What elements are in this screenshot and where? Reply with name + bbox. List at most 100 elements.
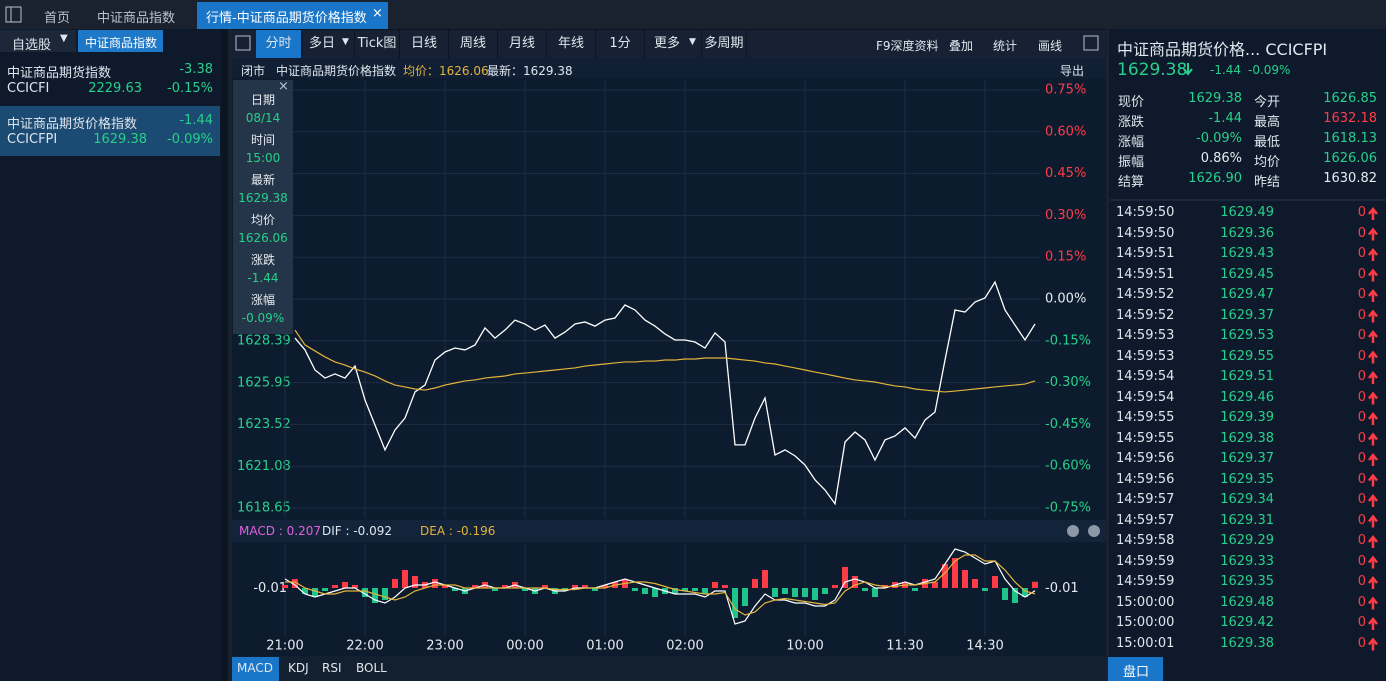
active-tab[interactable]	[197, 2, 388, 29]
tick-time: 14:59:55	[1116, 430, 1175, 446]
quote-value: 1629.38	[1188, 91, 1242, 106]
tick-volume: 0	[1357, 635, 1366, 651]
tick-price: 1629.37	[1220, 451, 1274, 466]
toolbar-button[interactable]: 日线	[400, 30, 449, 58]
caret: ▼	[60, 33, 68, 44]
tick-price: 1629.49	[1220, 205, 1274, 220]
tick-price: 1629.34	[1220, 492, 1274, 507]
macd-bar	[682, 588, 688, 591]
bottom-tab[interactable]: MACD	[237, 661, 273, 675]
tooltip-close[interactable]: ×	[278, 79, 289, 94]
tooltip-text: 15:00	[245, 151, 281, 165]
macd-bar	[982, 588, 988, 591]
up-arrow	[1368, 575, 1378, 589]
macd-bar	[342, 582, 348, 588]
tooltip-text: 1629.38	[238, 191, 288, 205]
y-tick-label: 1628.39	[237, 334, 291, 349]
macd-bar	[742, 588, 748, 606]
toolbar-button[interactable]: F9深度资料	[876, 39, 939, 53]
up-arrow	[1368, 206, 1378, 220]
sidebar-tab-bg[interactable]	[78, 30, 163, 52]
macd-bar	[762, 570, 768, 588]
macd-bar	[1012, 588, 1018, 603]
bottom-tab[interactable]: RSI	[322, 661, 342, 675]
macd-bar	[872, 588, 878, 597]
tooltip-text: -0.09%	[241, 311, 285, 325]
indicator-line	[285, 554, 1036, 616]
tab[interactable]: 中证商品指数	[97, 11, 176, 26]
tick-time: 14:59:56	[1116, 471, 1175, 487]
item-name[interactable]: 中证商品期货价格指数	[7, 117, 138, 132]
toolbar-button[interactable]: 画线	[1038, 39, 1063, 53]
up-arrow	[1368, 227, 1378, 241]
quote-value: 1618.13	[1323, 131, 1377, 146]
toolbar-button[interactable]: Tick图	[355, 30, 400, 58]
toolbar-button[interactable]: 多周期	[702, 30, 747, 58]
toolbar-button[interactable]: 叠加	[949, 39, 974, 53]
bottom-tab[interactable]: KDJ	[288, 661, 309, 675]
up-arrow	[1368, 329, 1378, 343]
y2-tick-label: 0.00%	[1045, 292, 1086, 307]
export[interactable]: 导出	[1060, 64, 1085, 78]
item-name[interactable]: 中证商品期货指数	[7, 66, 112, 81]
macd-bar	[632, 588, 638, 591]
toolbar-button[interactable]: 周线	[449, 30, 498, 58]
macd-bar	[832, 585, 838, 588]
panel-icon[interactable]	[1083, 35, 1099, 51]
up-arrow	[1368, 616, 1378, 630]
tick-price: 1629.39	[1220, 410, 1274, 425]
y2-tick-label: 0.60%	[1045, 124, 1086, 139]
side-tab-bg[interactable]	[1108, 657, 1163, 681]
quote-title: 中证商品期货价格... CCICFPI	[1117, 40, 1328, 59]
sidebar-tab[interactable]: 自选股	[12, 38, 52, 53]
macd-bar	[572, 585, 578, 588]
toolbar-button[interactable]: 统计	[993, 39, 1018, 53]
macd-bar	[282, 585, 288, 588]
tick-time: 15:00:00	[1116, 615, 1175, 630]
tab[interactable]: 行情-中证商品期货价格指数	[206, 11, 367, 26]
bottom-tab[interactable]: BOLL	[356, 661, 387, 675]
toolbar-button[interactable]: 年线	[547, 30, 596, 58]
toolbar-button[interactable]: 月线	[498, 30, 547, 58]
tooltip-text: 日期	[250, 93, 275, 107]
up-arrow	[1368, 534, 1378, 548]
quote-label: 现价	[1118, 95, 1145, 110]
y2-tick-label: -0.60%	[1045, 459, 1091, 474]
macd-bar	[302, 588, 308, 594]
tab[interactable]: 首页	[44, 11, 71, 26]
bottom-tab-bg[interactable]	[232, 657, 279, 681]
dropdown[interactable]	[0, 30, 76, 52]
sidebar-tab[interactable]: 中证商品指数	[85, 36, 158, 50]
toolbar-button[interactable]: 更多	[645, 30, 702, 58]
splitter	[1106, 29, 1109, 681]
quote-value: 0.86%	[1200, 151, 1242, 166]
tick-volume: 0	[1357, 533, 1366, 548]
quote-value: 1626.06	[1323, 151, 1377, 166]
settings-icon[interactable]	[1088, 525, 1100, 537]
close-icon[interactable]	[1067, 525, 1079, 537]
toolbar-button[interactable]: 1分	[596, 30, 645, 58]
tick-price: 1629.29	[1220, 533, 1274, 548]
close-tab[interactable]: ×	[372, 6, 383, 21]
infobar-bg	[232, 58, 1106, 78]
macd-bar	[442, 585, 448, 588]
toolbar-button[interactable]: 分时	[256, 30, 302, 58]
tooltip-text: 1626.06	[238, 231, 288, 245]
down-arrow	[1183, 63, 1193, 76]
info-last: 最新：1629.38	[487, 64, 573, 78]
tooltip-text: -1.44	[247, 271, 279, 285]
menu-icon[interactable]	[5, 6, 22, 23]
tooltip-text: 最新	[250, 173, 275, 187]
side-tab[interactable]: 盘口	[1123, 665, 1150, 680]
tick-price: 1629.35	[1220, 471, 1274, 487]
up-arrow	[1368, 309, 1378, 323]
y2-tick-label: 0.75%	[1045, 83, 1086, 98]
tick-time: 14:59:53	[1116, 348, 1175, 364]
x-tick-label: 21:00	[266, 639, 303, 654]
tick-time: 14:59:57	[1116, 492, 1175, 507]
dea-label: DEA : -0.196	[420, 524, 496, 538]
toolbar-button[interactable]: 多日	[302, 30, 355, 58]
quote-label: 最高	[1254, 115, 1281, 130]
panel-icon[interactable]	[235, 35, 251, 51]
tick-volume: 0	[1357, 553, 1366, 569]
